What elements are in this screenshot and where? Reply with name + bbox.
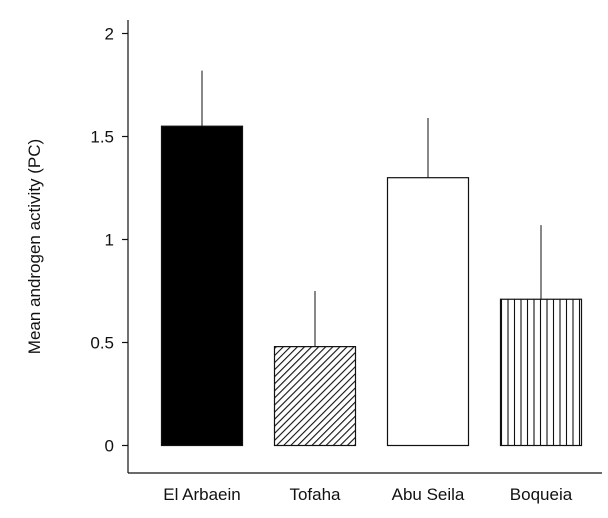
bar-abu-seila xyxy=(386,177,470,447)
x-category-label: El Arbaein xyxy=(163,485,241,504)
y-tick-label: 0.5 xyxy=(90,334,114,353)
axes xyxy=(122,20,602,474)
bar-el-arbaein xyxy=(160,125,244,447)
y-axis-title: Mean androgen activity (PC) xyxy=(25,139,44,354)
bars xyxy=(160,70,583,447)
y-tick-label: 0 xyxy=(105,437,114,456)
y-tick-label: 2 xyxy=(105,25,114,44)
x-category-label: Abu Seila xyxy=(392,485,465,504)
y-tick-label: 1 xyxy=(105,231,114,250)
y-tick-label: 1.5 xyxy=(90,128,114,147)
x-category-label: Tofaha xyxy=(289,485,341,504)
x-category-label: Boqueia xyxy=(510,485,573,504)
bar-boqueia xyxy=(499,298,583,447)
labels: 0 0.5 1 1.5 2 El Arbaein Tofaha Abu Seila Boquei… xyxy=(90,25,572,505)
bar-tofaha xyxy=(273,346,357,447)
